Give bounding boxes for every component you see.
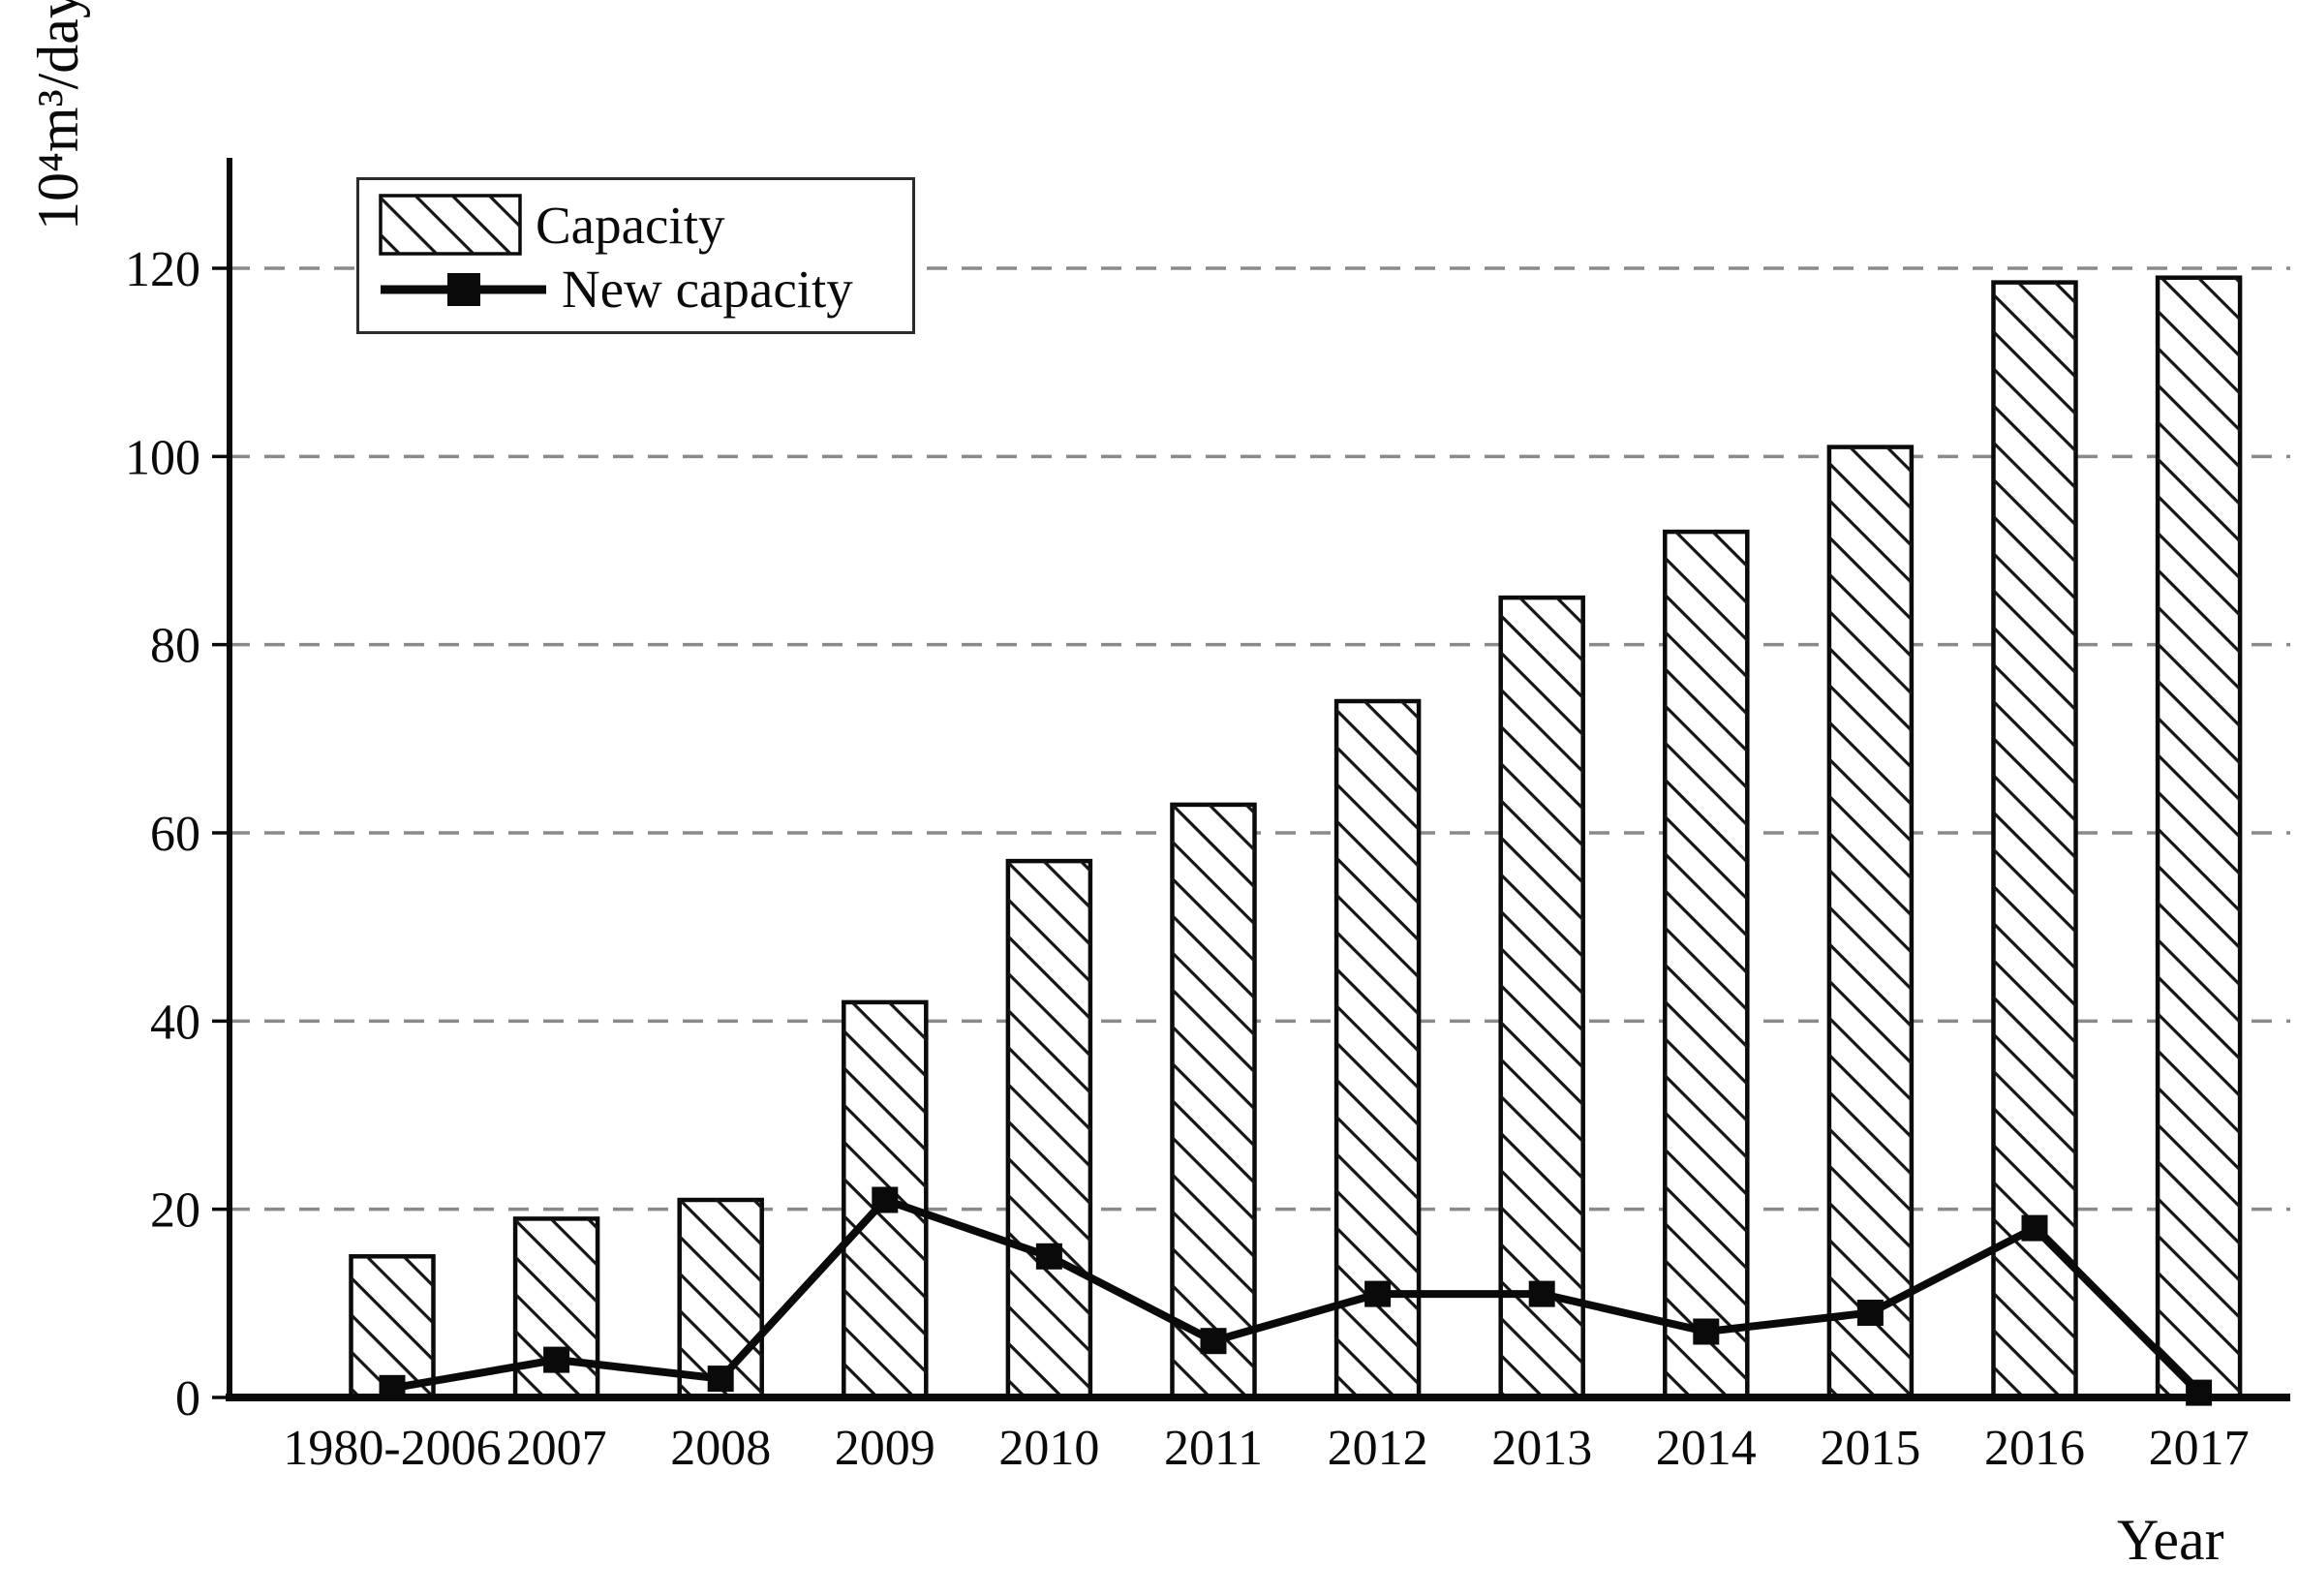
marker-2017 <box>2186 1379 2213 1406</box>
y-tick-label-60: 60 <box>150 807 200 862</box>
y-tick-label-100: 100 <box>125 430 200 485</box>
x-tick-label-2016: 2016 <box>1984 1421 2085 1476</box>
y-tick-label-40: 40 <box>150 995 200 1050</box>
legend-item-capacity: Capacity <box>379 194 895 256</box>
bar-hatch-2011 <box>1172 804 1255 1397</box>
y-tick-label-120: 120 <box>125 242 200 297</box>
y-tick-label-0: 0 <box>175 1371 200 1427</box>
x-tick-label-2010: 2010 <box>998 1421 1099 1476</box>
bar-hatch-2010 <box>1007 861 1090 1397</box>
capacity-hatch-swatch-icon <box>379 194 522 256</box>
bar-hatch-2014 <box>1665 532 1748 1397</box>
legend-label-new-capacity: New capacity <box>562 260 853 319</box>
marker-2010 <box>1035 1243 1062 1270</box>
bar-hatch-2013 <box>1500 598 1583 1397</box>
x-tick-label-2017: 2017 <box>2149 1421 2250 1476</box>
x-tick-label-2012: 2012 <box>1328 1421 1428 1476</box>
y-axis-unit-label: 10⁴m³/day <box>26 0 90 230</box>
marker-2007 <box>543 1346 570 1373</box>
marker-2015 <box>1856 1300 1884 1326</box>
legend: Capacity New capacity <box>356 177 915 334</box>
bar-hatch-2016 <box>1993 282 2076 1398</box>
x-tick-label-2015: 2015 <box>1820 1421 1920 1476</box>
bar-hatch-2015 <box>1828 446 1912 1398</box>
x-tick-label-2009: 2009 <box>835 1421 935 1476</box>
marker-2009 <box>872 1186 899 1213</box>
x-axis-title: Year <box>2117 1508 2224 1572</box>
marker-2013 <box>1528 1280 1555 1307</box>
marker-2016 <box>2021 1214 2048 1242</box>
marker-2014 <box>1693 1318 1720 1345</box>
new-capacity-line <box>391 1195 2202 1396</box>
x-tick-label-2011: 2011 <box>1164 1421 1263 1476</box>
new-capacity-line-marker-icon <box>381 272 546 306</box>
marker-2012 <box>1364 1280 1392 1307</box>
x-tick-label-2013: 2013 <box>1491 1421 1592 1476</box>
x-tick-label-2014: 2014 <box>1656 1421 1757 1476</box>
bar-hatch-2017 <box>2158 277 2241 1398</box>
x-tick-label-1980-2006: 1980-2006 <box>283 1421 501 1476</box>
x-tick-label-2008: 2008 <box>670 1421 771 1476</box>
bar-hatch-2008 <box>679 1200 762 1397</box>
y-tick-label-20: 20 <box>150 1183 200 1239</box>
y-tick-label-80: 80 <box>150 619 200 674</box>
marker-2011 <box>1200 1328 1227 1355</box>
marker-2008 <box>707 1366 734 1393</box>
legend-label-capacity: Capacity <box>536 195 725 255</box>
legend-item-new-capacity: New capacity <box>379 262 895 316</box>
x-tick-label-2007: 2007 <box>506 1421 607 1476</box>
bar-hatch-1980-2006 <box>351 1256 434 1398</box>
